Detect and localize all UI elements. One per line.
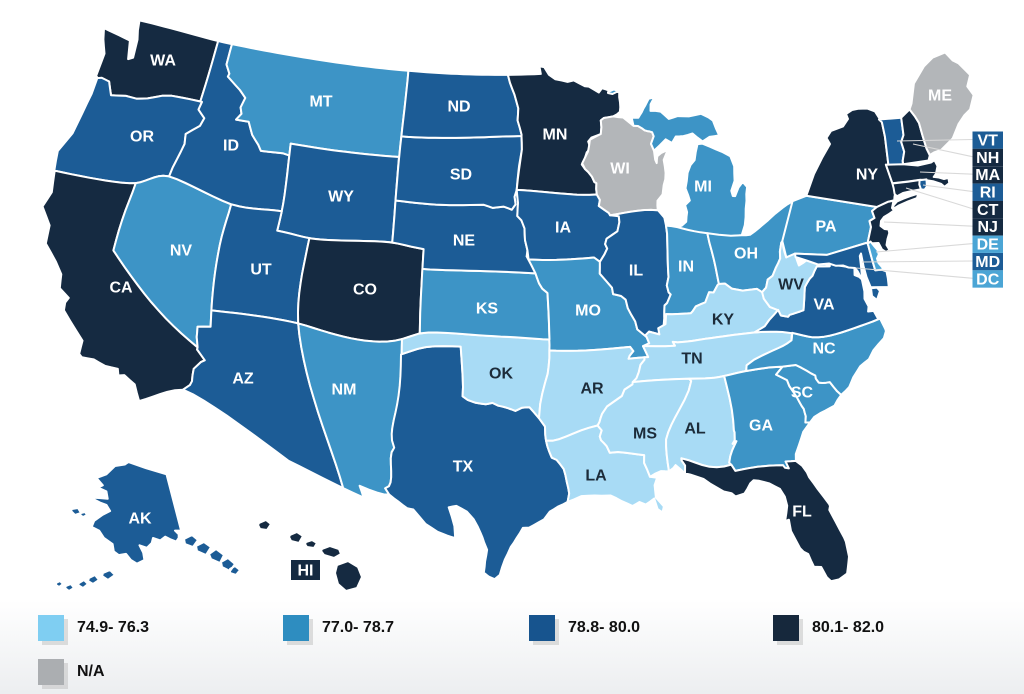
svg-text:MI: MI bbox=[694, 179, 712, 196]
svg-text:MS: MS bbox=[633, 426, 657, 443]
svg-text:KS: KS bbox=[476, 301, 499, 318]
svg-text:AK: AK bbox=[128, 511, 152, 528]
svg-text:OR: OR bbox=[130, 129, 154, 146]
svg-text:GA: GA bbox=[749, 418, 773, 435]
svg-text:SC: SC bbox=[791, 385, 814, 402]
svg-text:IA: IA bbox=[555, 220, 571, 237]
svg-text:FL: FL bbox=[792, 504, 812, 521]
svg-text:OK: OK bbox=[489, 366, 513, 383]
svg-text:MA: MA bbox=[975, 167, 1000, 184]
svg-text:WV: WV bbox=[778, 277, 804, 294]
svg-text:VA: VA bbox=[813, 297, 834, 314]
svg-text:AL: AL bbox=[684, 421, 706, 438]
svg-text:IL: IL bbox=[629, 263, 643, 280]
svg-text:AZ: AZ bbox=[232, 371, 254, 388]
svg-text:WI: WI bbox=[610, 161, 630, 178]
svg-text:TX: TX bbox=[453, 459, 474, 476]
svg-text:SD: SD bbox=[450, 167, 472, 184]
svg-text:DE: DE bbox=[977, 237, 1000, 254]
svg-text:ID: ID bbox=[223, 138, 239, 155]
svg-text:NJ: NJ bbox=[977, 219, 997, 236]
svg-text:CT: CT bbox=[977, 202, 999, 219]
svg-text:ND: ND bbox=[447, 99, 470, 116]
svg-text:WY: WY bbox=[328, 189, 354, 206]
svg-text:NC: NC bbox=[812, 341, 836, 358]
svg-text:RI: RI bbox=[980, 185, 996, 202]
svg-text:NM: NM bbox=[332, 382, 357, 399]
svg-text:NY: NY bbox=[856, 167, 879, 184]
svg-text:VT: VT bbox=[977, 133, 998, 150]
svg-text:NH: NH bbox=[976, 150, 999, 167]
svg-text:OH: OH bbox=[734, 246, 758, 263]
svg-text:MN: MN bbox=[543, 127, 568, 144]
svg-text:NE: NE bbox=[453, 233, 476, 250]
svg-text:NV: NV bbox=[170, 243, 193, 260]
svg-text:CO: CO bbox=[353, 282, 377, 299]
svg-text:LA: LA bbox=[585, 468, 607, 485]
svg-text:TN: TN bbox=[681, 351, 702, 368]
svg-text:IN: IN bbox=[678, 259, 694, 276]
svg-text:MO: MO bbox=[575, 303, 601, 320]
svg-text:UT: UT bbox=[250, 262, 272, 279]
svg-text:KY: KY bbox=[712, 312, 735, 329]
svg-text:DC: DC bbox=[976, 271, 1000, 288]
svg-text:HI: HI bbox=[298, 563, 314, 580]
svg-text:MD: MD bbox=[975, 254, 1000, 271]
svg-text:ME: ME bbox=[928, 88, 952, 105]
svg-text:MT: MT bbox=[309, 94, 332, 111]
svg-text:WA: WA bbox=[150, 53, 176, 70]
svg-text:PA: PA bbox=[815, 219, 836, 236]
svg-text:CA: CA bbox=[109, 280, 133, 297]
svg-text:AR: AR bbox=[580, 381, 604, 398]
